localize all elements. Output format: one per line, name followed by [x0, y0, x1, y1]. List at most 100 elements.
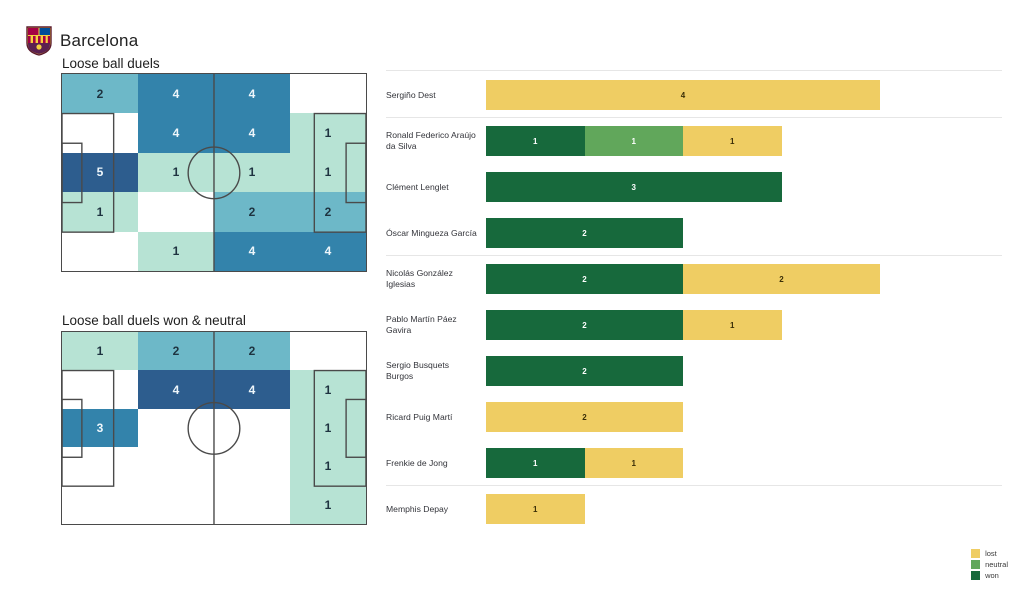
bar-segment-lost[interactable]: 4 [486, 80, 880, 110]
pitch-zone-value: 3 [96, 420, 104, 435]
pitch-zone-cell: 4 [138, 370, 214, 409]
bar-segment-lost[interactable]: 1 [683, 310, 782, 340]
pitch-zone-cell: 1 [138, 152, 214, 193]
row-separator [386, 70, 1002, 71]
pitch-zone-value: 2 [324, 204, 332, 219]
bar-row-segments: 1 [486, 494, 585, 524]
pitch-zone-cell: 1 [290, 447, 366, 486]
bar-segment-won[interactable]: 3 [486, 172, 782, 202]
bar-chart-row[interactable]: Frenkie de Jong 1 1 [386, 440, 1002, 486]
pitch-zone-cell [214, 408, 290, 448]
pitch-zone-value: 1 [324, 459, 332, 474]
legend-label: lost [985, 549, 997, 558]
bar-segment-lost[interactable]: 1 [584, 448, 683, 478]
pitch-zone-cell [138, 447, 214, 486]
pitch-zone-cell [62, 447, 138, 486]
pitch-zone-value: 5 [96, 165, 104, 180]
legend-item[interactable]: won [971, 571, 1008, 580]
bar-segment-won[interactable]: 1 [486, 448, 585, 478]
pitch-zone-value: 1 [324, 497, 332, 512]
legend-swatch-icon [971, 549, 981, 558]
bar-segment-lost[interactable]: 1 [683, 126, 782, 156]
legend-item[interactable]: neutral [971, 560, 1008, 569]
bar-row-segments: 2 [486, 402, 683, 432]
bar-chart-row[interactable]: Óscar Mingueza García 2 [386, 210, 1002, 256]
pitch-zone-cell [62, 370, 138, 409]
pitch-zone-value: 4 [248, 126, 256, 141]
pitch-2-cell-grid: 1 2 2 4 4 1 3 1 1 1 [62, 332, 366, 524]
pitch-zone-cell: 1 [62, 192, 138, 232]
bar-segment-won[interactable]: 2 [486, 310, 683, 340]
bar-chart-row[interactable]: Clément Lenglet 3 [386, 164, 1002, 210]
pitch-zone-cell: 2 [290, 192, 366, 232]
pitch-zone-cell: 1 [290, 152, 366, 193]
pitch-zone-cell: 4 [214, 370, 290, 409]
bar-chart-row[interactable]: Memphis Depay 1 [386, 486, 1002, 532]
bar-segment-lost[interactable]: 2 [683, 264, 880, 294]
bar-row-player-label: Frenkie de Jong [386, 457, 448, 468]
pitch-zone-cell: 4 [138, 113, 214, 153]
pitch-zone-cell [62, 485, 138, 524]
pitch-zone-value: 1 [172, 165, 180, 180]
bar-segment-won[interactable]: 2 [486, 264, 683, 294]
bar-chart-row[interactable]: Sergiño Dest 4 [386, 72, 1002, 118]
player-loose-ball-duels-bar-chart: Sergiño Dest 4 Ronald Federico Araújo da Si… [386, 70, 1002, 532]
row-separator [386, 485, 1002, 486]
pitch-zone-value: 4 [248, 244, 256, 259]
bar-segment-lost[interactable]: 2 [486, 402, 683, 432]
legend-swatch-icon [971, 560, 981, 569]
pitch-zone-value: 4 [248, 382, 256, 397]
bar-segment-won[interactable]: 2 [486, 218, 683, 248]
pitch-zone-cell: 5 [62, 152, 138, 193]
pitch-zone-cell: 2 [214, 192, 290, 232]
pitch-map-loose-ball-duels-won-neutral: 1 2 2 4 4 1 3 1 1 1 [61, 331, 367, 525]
pitch-zone-cell [214, 485, 290, 524]
bar-segment-lost[interactable]: 1 [486, 494, 585, 524]
pitch-zone-cell: 2 [214, 332, 290, 371]
pitch-zone-cell [290, 332, 366, 371]
pitch-zone-cell [138, 485, 214, 524]
pitch-zone-value: 4 [248, 86, 256, 101]
pitch-zone-cell: 4 [138, 74, 214, 114]
bar-row-segments: 2 [486, 218, 683, 248]
team-name: Barcelona [60, 31, 139, 50]
pitch-zone-value: 1 [324, 165, 332, 180]
bar-row-segments: 2 [486, 356, 683, 386]
pitch-zone-cell [62, 231, 138, 271]
pitch-zone-value: 1 [248, 165, 256, 180]
pitch-zone-cell: 1 [290, 408, 366, 448]
pitch-zone-cell [138, 192, 214, 232]
legend-item[interactable]: lost [971, 549, 1008, 558]
bar-chart-row[interactable]: Ricard Puig Martí 2 [386, 394, 1002, 440]
bar-chart-row[interactable]: Sergio Busquets Burgos 2 [386, 348, 1002, 394]
bar-row-player-label: Ricard Puig Martí [386, 411, 453, 422]
pitch-zone-value: 1 [324, 382, 332, 397]
pitch-zone-cell: 1 [214, 152, 290, 193]
bar-chart-row[interactable]: Nicolás González Iglesias 2 2 [386, 256, 1002, 302]
pitch-zone-cell [62, 113, 138, 153]
bar-row-player-label: Sergio Busquets Burgos [386, 360, 450, 381]
legend-label: neutral [985, 560, 1008, 569]
row-separator [386, 117, 1002, 118]
pitch-zone-cell [214, 447, 290, 486]
pitch-zone-value: 4 [172, 382, 180, 397]
pitch-zone-cell: 4 [214, 113, 290, 153]
bar-row-player-label: Pablo Martín Páez Gavira [386, 314, 457, 335]
bar-chart-row[interactable]: Ronald Federico Araújo da Silva 1 1 1 [386, 118, 1002, 164]
bar-row-player-label: Óscar Mingueza García [386, 227, 477, 238]
bar-chart-row[interactable]: Pablo Martín Páez Gavira 2 1 [386, 302, 1002, 348]
pitch-zone-cell: 3 [62, 408, 138, 448]
bar-segment-won[interactable]: 2 [486, 356, 683, 386]
bar-segment-neutral[interactable]: 1 [584, 126, 683, 156]
pitch-zone-cell: 4 [214, 231, 290, 271]
chart-legend: lost neutral won [971, 549, 1008, 580]
pitch-zone-value: 1 [96, 204, 104, 219]
pitch-zone-value: 1 [324, 126, 332, 141]
team-header: Barcelona [26, 26, 138, 56]
pitch-zone-value: 4 [324, 244, 332, 259]
pitch-1-cell-grid: 2 4 4 4 4 1 5 1 1 1 1 2 2 1 4 4 [62, 74, 366, 271]
bar-segment-won[interactable]: 1 [486, 126, 585, 156]
